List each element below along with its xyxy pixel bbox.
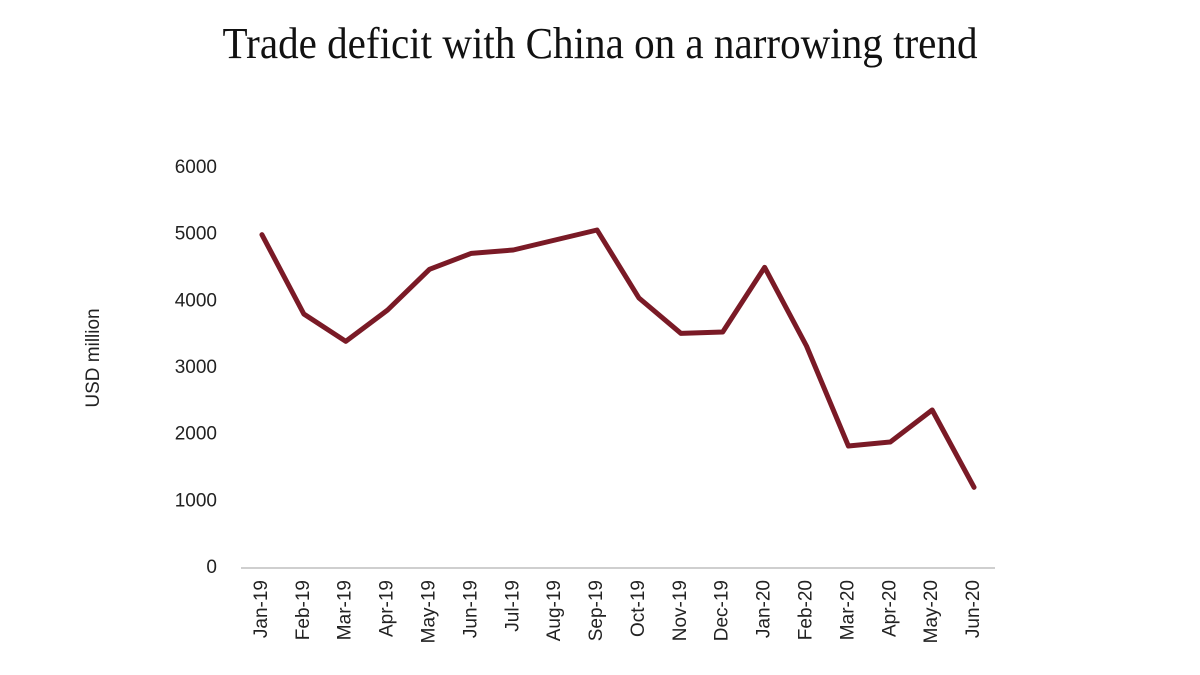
x-tick-label: Mar-20: [837, 580, 858, 640]
x-tick-label: Apr-19: [377, 580, 398, 637]
y-tick-label: 0: [206, 557, 217, 578]
x-tick-label: Jun-19: [460, 580, 481, 638]
x-tick-label: Jul-19: [502, 580, 523, 632]
x-tick-label: Jan-19: [251, 580, 272, 638]
x-tick-label: Feb-20: [796, 580, 817, 640]
x-tick-label: Sep-19: [586, 580, 607, 641]
y-tick-label: 1000: [175, 490, 217, 511]
chart-title: Trade deficit with China on a narrowing …: [223, 19, 978, 68]
x-tick-label: Jan-20: [754, 580, 775, 638]
x-tick-label: Apr-20: [879, 580, 900, 637]
x-tick-label: Jun-20: [963, 580, 984, 638]
y-tick-label: 6000: [175, 157, 217, 178]
data-line: [259, 227, 977, 490]
x-tick-label: Dec-19: [712, 580, 733, 641]
x-tick-label: Nov-19: [670, 580, 691, 641]
x-tick-label: Feb-19: [293, 580, 314, 640]
y-tick-label: 5000: [175, 224, 217, 245]
x-tick-label: May-19: [419, 580, 440, 643]
y-axis-label: USD million: [83, 308, 104, 407]
y-tick-label: 3000: [175, 357, 217, 378]
y-tick-label: 4000: [175, 290, 217, 311]
x-tick-label: Aug-19: [544, 580, 565, 641]
x-tick-label: Oct-19: [628, 580, 649, 637]
x-tick-label: Mar-19: [335, 580, 356, 640]
y-tick-label: 2000: [175, 424, 217, 445]
x-tick-label: May-20: [921, 580, 942, 643]
